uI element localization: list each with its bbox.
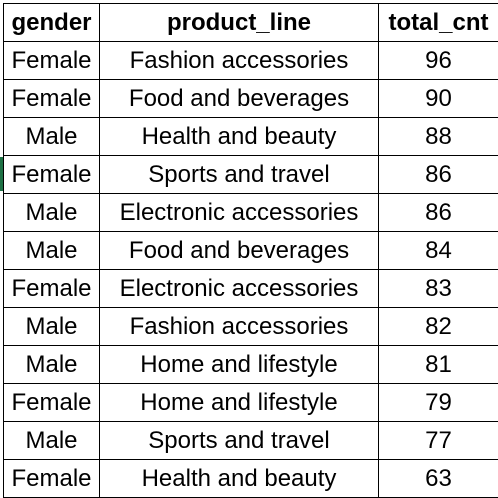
cell-gender[interactable]: Male xyxy=(4,346,100,384)
header-cell-product-line[interactable]: product_line xyxy=(100,4,379,42)
cell-product-line[interactable]: Fashion accessories xyxy=(100,42,379,80)
cell-total-cnt[interactable]: 88 xyxy=(379,118,498,156)
cell-gender[interactable]: Female xyxy=(4,80,100,118)
cell-total-cnt[interactable]: 86 xyxy=(379,194,498,232)
cell-product-line[interactable]: Electronic accessories xyxy=(100,270,379,308)
cell-total-cnt[interactable]: 83 xyxy=(379,270,498,308)
active-cell-marker xyxy=(0,157,3,191)
table-row: Female Sports and travel 86 xyxy=(4,156,498,194)
cell-gender[interactable]: Female xyxy=(4,460,100,498)
header-cell-gender[interactable]: gender xyxy=(4,4,100,42)
cell-gender[interactable]: Male xyxy=(4,422,100,460)
table-row: Male Food and beverages 84 xyxy=(4,232,498,270)
table-row: Male Electronic accessories 86 xyxy=(4,194,498,232)
cell-total-cnt[interactable]: 84 xyxy=(379,232,498,270)
table-row: Female Fashion accessories 96 xyxy=(4,42,498,80)
cell-gender[interactable]: Female xyxy=(4,270,100,308)
cell-product-line[interactable]: Sports and travel xyxy=(100,156,379,194)
table-row: Female Health and beauty 63 xyxy=(4,460,498,498)
table-row: Female Food and beverages 90 xyxy=(4,80,498,118)
header-row: gender product_line total_cnt xyxy=(4,4,498,42)
cell-gender[interactable]: Male xyxy=(4,194,100,232)
cell-total-cnt[interactable]: 79 xyxy=(379,384,498,422)
cell-total-cnt[interactable]: 82 xyxy=(379,308,498,346)
cell-gender[interactable]: Female xyxy=(4,42,100,80)
cell-product-line[interactable]: Health and beauty xyxy=(100,460,379,498)
cell-product-line[interactable]: Fashion accessories xyxy=(100,308,379,346)
cell-gender[interactable]: Female xyxy=(4,156,100,194)
cell-product-line[interactable]: Health and beauty xyxy=(100,118,379,156)
cell-product-line[interactable]: Food and beverages xyxy=(100,80,379,118)
table-row: Male Fashion accessories 82 xyxy=(4,308,498,346)
data-table: gender product_line total_cnt Female Fas… xyxy=(3,3,498,498)
cell-total-cnt[interactable]: 77 xyxy=(379,422,498,460)
cell-gender[interactable]: Male xyxy=(4,308,100,346)
header-cell-total-cnt[interactable]: total_cnt xyxy=(379,4,498,42)
table-row: Female Home and lifestyle 79 xyxy=(4,384,498,422)
cell-gender[interactable]: Female xyxy=(4,384,100,422)
cell-product-line[interactable]: Home and lifestyle xyxy=(100,384,379,422)
cell-total-cnt[interactable]: 90 xyxy=(379,80,498,118)
cell-gender[interactable]: Male xyxy=(4,118,100,156)
cell-product-line[interactable]: Sports and travel xyxy=(100,422,379,460)
table-row: Male Health and beauty 88 xyxy=(4,118,498,156)
table-row: Male Sports and travel 77 xyxy=(4,422,498,460)
cell-total-cnt[interactable]: 81 xyxy=(379,346,498,384)
cell-product-line[interactable]: Food and beverages xyxy=(100,232,379,270)
cell-product-line[interactable]: Home and lifestyle xyxy=(100,346,379,384)
cell-total-cnt[interactable]: 96 xyxy=(379,42,498,80)
table-row: Female Electronic accessories 83 xyxy=(4,270,498,308)
cell-total-cnt[interactable]: 63 xyxy=(379,460,498,498)
cell-gender[interactable]: Male xyxy=(4,232,100,270)
table-row: Male Home and lifestyle 81 xyxy=(4,346,498,384)
cell-product-line[interactable]: Electronic accessories xyxy=(100,194,379,232)
cell-total-cnt[interactable]: 86 xyxy=(379,156,498,194)
